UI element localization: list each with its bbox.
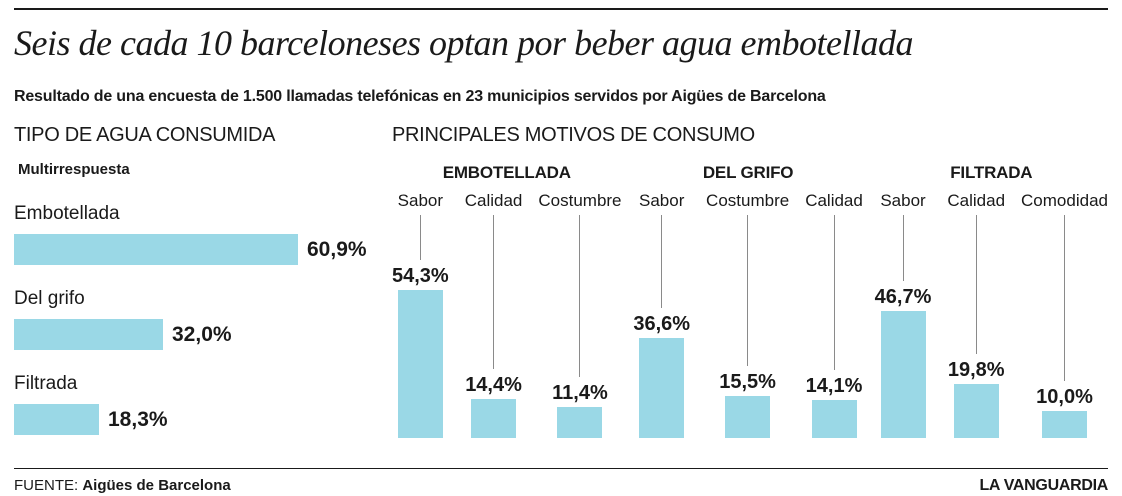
water-type-heading: TIPO DE AGUA CONSUMIDA [14, 124, 276, 146]
motive-stack: 15,5% [719, 211, 776, 438]
motive-value: 14,4% [465, 374, 522, 396]
motive-bar [1042, 411, 1087, 438]
motive-bar [811, 400, 857, 438]
source-name: Aigües de Barcelona [82, 477, 231, 494]
motive-label: Costumbre [706, 191, 790, 210]
leader-line [1064, 215, 1065, 381]
page-subtitle: Resultado de una encuesta de 1.500 llama… [14, 88, 826, 105]
water-type-bar-row: 18,3% [14, 404, 380, 435]
motive-stack: 11,4% [552, 211, 608, 438]
motive-stack: 14,1% [805, 211, 863, 438]
motive-label: Calidad [947, 191, 1006, 210]
motive-stack: 54,3% [392, 211, 449, 438]
motive-group-title: DEL GRIFO [702, 163, 794, 182]
motive-bar [557, 407, 603, 438]
motive-stack: 10,0% [1036, 211, 1093, 438]
motive-label: Sabor [397, 191, 444, 210]
motive-stack: 19,8% [948, 211, 1005, 438]
leader-line [747, 215, 749, 366]
multiresponse-note: Multirrespuesta [18, 161, 130, 178]
motive-label: Comodidad [1021, 191, 1108, 210]
motive-value: 14,1% [805, 375, 863, 397]
motive-column: Costumbre 11,4% [538, 191, 622, 438]
motive-groups: EMBOTELLADA Sabor 54,3% Calidad 14,4% Costumb… [392, 163, 1108, 438]
motives-chart: PRINCIPALES MOTIVOS DE CONSUMO EMBOTELLA… [392, 124, 1108, 438]
top-rule [14, 8, 1108, 10]
motive-value: 19,8% [947, 359, 1005, 381]
brand-name: LA VANGUARDIA [979, 477, 1108, 494]
motive-stack: 36,6% [633, 211, 690, 438]
leader-line [975, 215, 977, 354]
motives-heading: PRINCIPALES MOTIVOS DE CONSUMO [392, 124, 755, 146]
motive-value: 36,6% [633, 313, 691, 335]
water-type-label: Embotellada [14, 203, 120, 224]
motive-group: FILTRADA Sabor 46,7% Calidad 19,8% Comodidad 1… [875, 163, 1108, 438]
motive-column: Calidad 19,8% [947, 191, 1005, 438]
motive-label: Calidad [464, 191, 523, 210]
leader-line [419, 215, 421, 260]
water-type-bar-row: 32,0% [14, 319, 380, 350]
water-type-bar [14, 404, 99, 435]
motive-bar [880, 311, 926, 438]
motive-column: Costumbre 15,5% [706, 191, 789, 438]
water-type-label: Del grifo [14, 288, 85, 309]
motive-columns: Sabor 46,7% Calidad 19,8% Comodidad 10,0% [875, 191, 1108, 438]
motive-group: EMBOTELLADA Sabor 54,3% Calidad 14,4% Costumb… [392, 163, 622, 438]
footer-rule [14, 468, 1108, 469]
motive-value: 10,0% [1036, 386, 1093, 408]
water-type-value: 18,3% [108, 407, 168, 431]
source-credit: FUENTE: Aigües de Barcelona [14, 477, 231, 494]
motive-column: Sabor 36,6% [633, 191, 690, 438]
motive-value: 11,4% [552, 382, 608, 404]
water-type-value: 32,0% [172, 322, 232, 346]
motive-bar [639, 338, 685, 438]
motive-value: 46,7% [874, 286, 932, 308]
water-type-bar [14, 234, 298, 265]
motive-columns: Sabor 54,3% Calidad 14,4% Costumbre 11,4% [392, 191, 622, 438]
motive-column: Comodidad 10,0% [1021, 191, 1108, 438]
motive-bar [725, 396, 771, 438]
source-label: FUENTE: [14, 477, 79, 494]
motive-column: Calidad 14,1% [805, 191, 863, 438]
page-title: Seis de cada 10 barceloneses optan por b… [14, 23, 914, 63]
motive-label: Costumbre [538, 191, 622, 210]
water-type-bar-row: 60,9% [14, 234, 380, 265]
leader-line [493, 215, 495, 369]
motive-bar [397, 290, 443, 438]
leader-line [902, 215, 904, 281]
motive-column: Sabor 54,3% [392, 191, 449, 438]
motive-stack: 46,7% [874, 211, 932, 438]
motive-bar [953, 384, 999, 438]
motive-group-title: FILTRADA [950, 163, 1033, 182]
motive-columns: Sabor 36,6% Costumbre 15,5% Calidad 14,1% [633, 191, 863, 438]
motive-column: Calidad 14,4% [464, 191, 523, 438]
motive-group: DEL GRIFO Sabor 36,6% Costumbre 15,5% Calidad… [633, 163, 863, 438]
motive-value: 15,5% [719, 371, 776, 393]
motive-label: Sabor [639, 191, 685, 210]
leader-line [579, 215, 581, 377]
motive-bar [471, 399, 517, 438]
motive-stack: 14,4% [465, 211, 522, 438]
motive-value: 54,3% [392, 265, 449, 287]
motive-label: Calidad [805, 191, 863, 210]
motive-column: Sabor 46,7% [874, 191, 932, 438]
motive-label: Sabor [880, 191, 926, 210]
water-type-value: 60,9% [307, 237, 367, 261]
water-type-label: Filtrada [14, 373, 78, 394]
water-type-chart: TIPO DE AGUA CONSUMIDA Multirrespuesta E… [14, 124, 380, 435]
water-type-bar [14, 319, 163, 350]
horizontal-bars: Embotellada 60,9% Del grifo 32,0% Filtrada 18… [14, 203, 380, 435]
leader-line [833, 215, 835, 370]
leader-line [661, 215, 663, 308]
motive-group-title: EMBOTELLADA [442, 163, 571, 182]
